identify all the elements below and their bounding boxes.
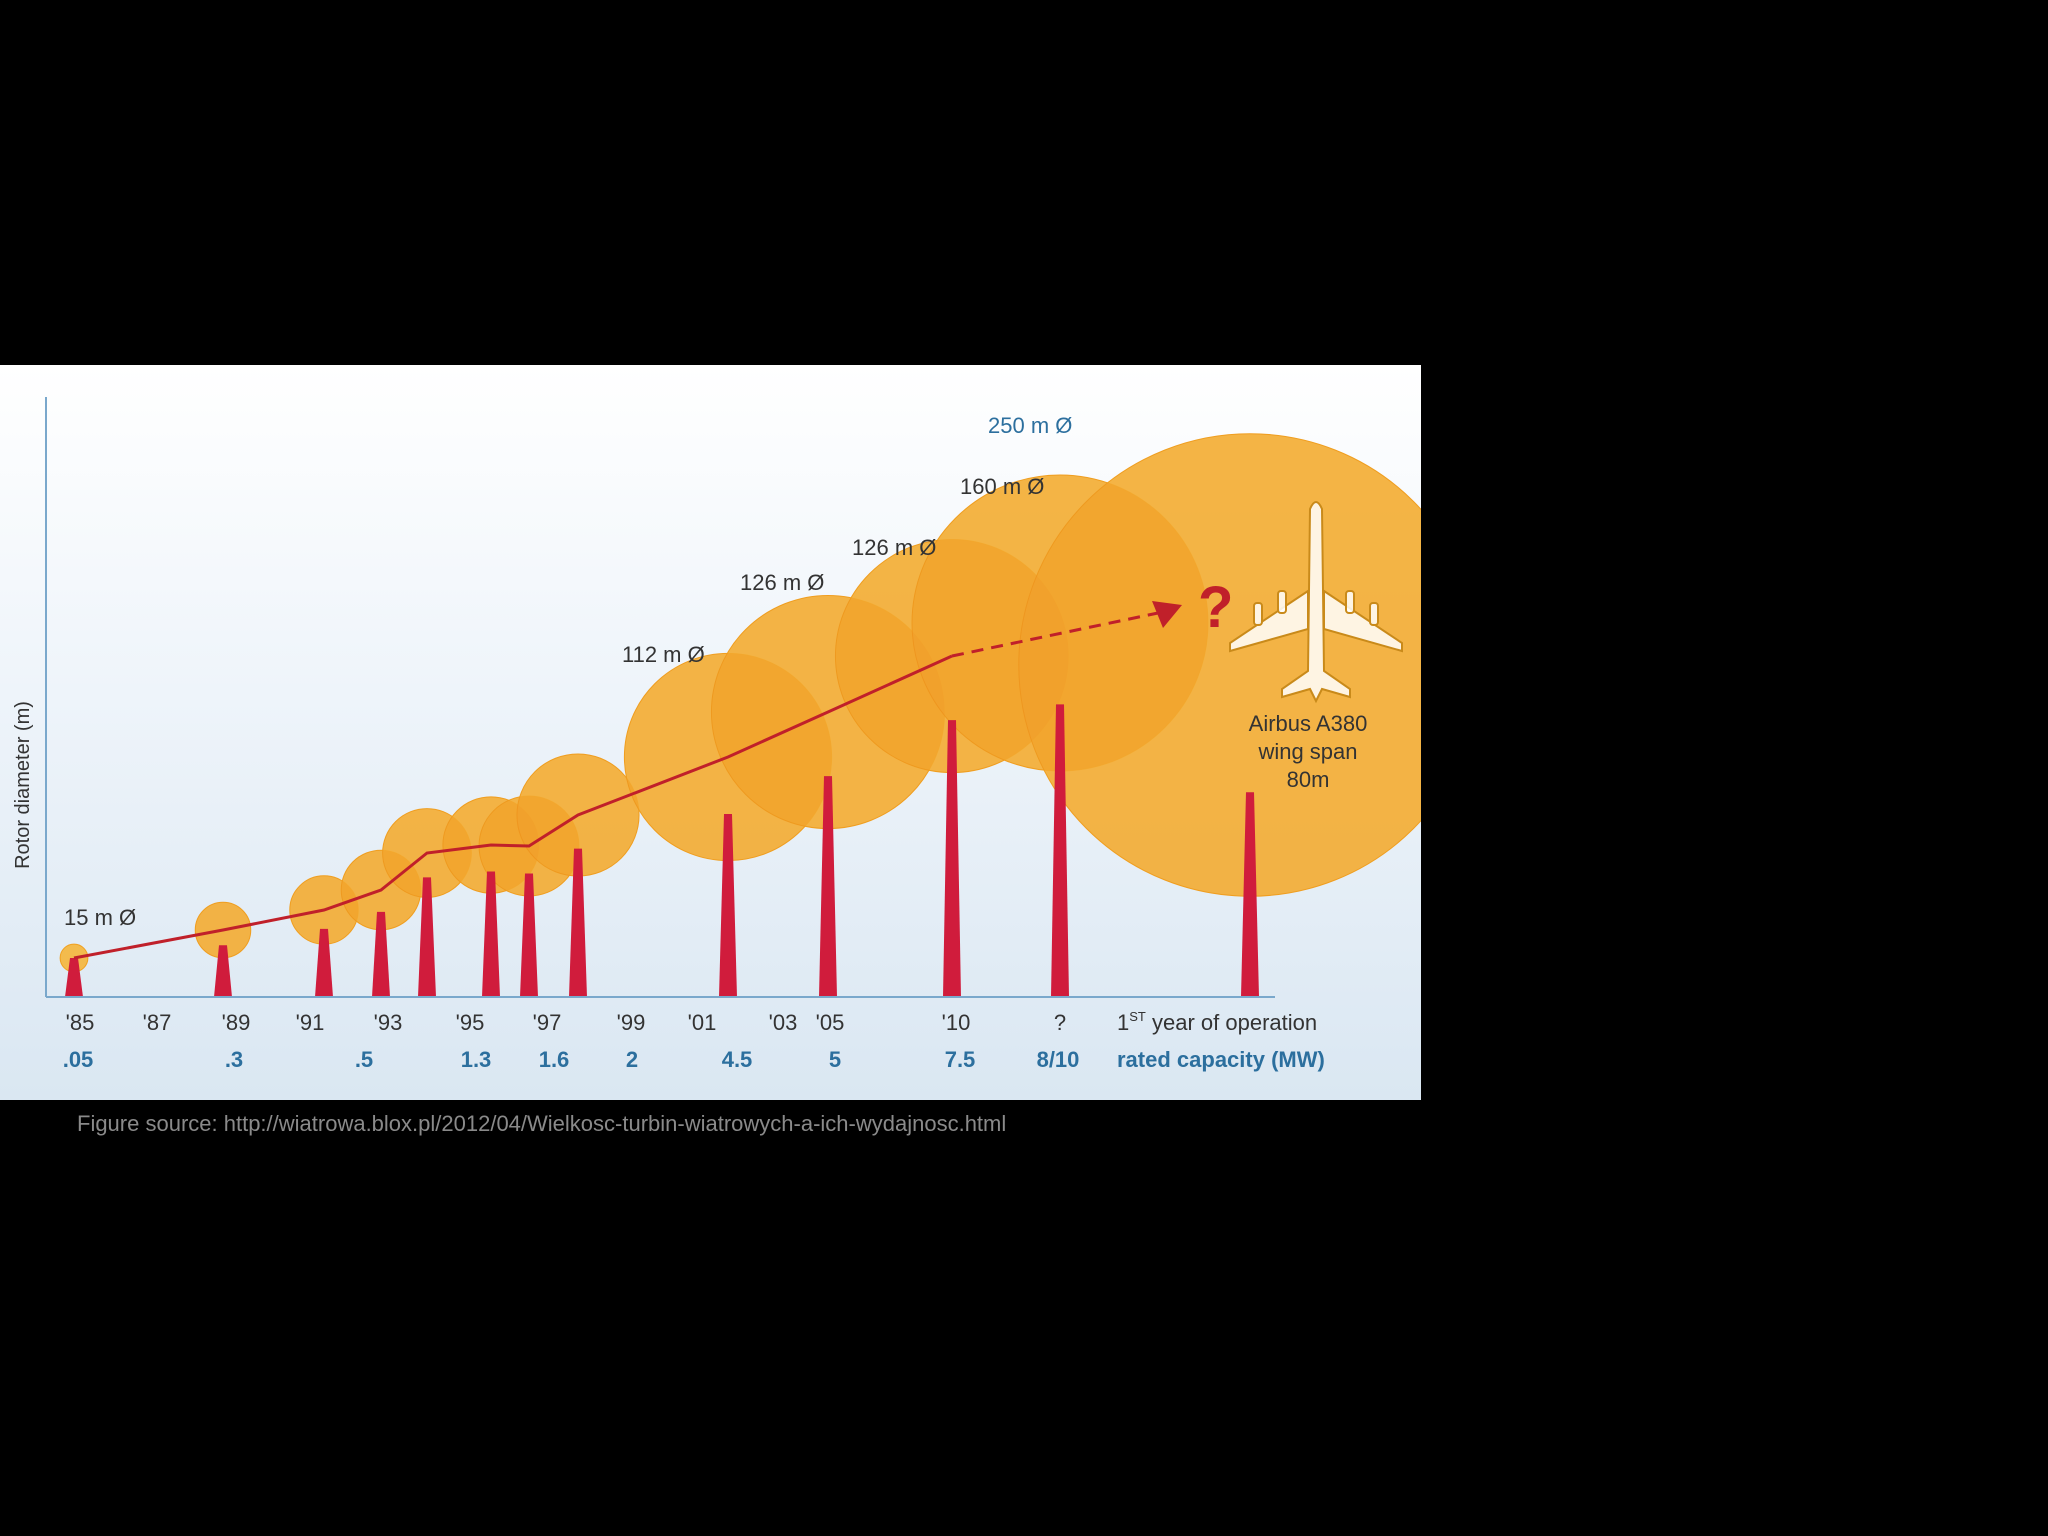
capacity-tick-label: 4.5 <box>722 1047 753 1072</box>
year-tick-label: '99 <box>617 1010 646 1035</box>
year-tick-label: '89 <box>222 1010 251 1035</box>
airplane-engine <box>1253 602 1263 626</box>
year-axis-caption: 1ST year of operation <box>1117 1009 1317 1035</box>
trend-line: ? <box>73 575 1233 960</box>
turbine-tower <box>65 958 83 997</box>
airplane-engine <box>1369 602 1379 626</box>
year-tick-label: '97 <box>533 1010 562 1035</box>
year-tick-label: '87 <box>143 1010 172 1035</box>
turbine-tower <box>214 945 232 997</box>
diameter-labels: 15 m Ø 112 m Ø 126 m Ø 126 m Ø 160 m Ø 250 m … <box>64 413 1072 930</box>
year-tick-label: '91 <box>296 1010 325 1035</box>
diameter-label: 250 m Ø <box>988 413 1072 438</box>
airplane-engine <box>1277 590 1287 614</box>
diameter-label: 160 m Ø <box>960 474 1044 499</box>
axes: Rotor diameter (m) '85 '87 '89 '91 '93 '95 '97 '… <box>12 397 1325 1072</box>
capacity-tick-label: .05 <box>63 1047 94 1072</box>
turbine-tower <box>719 813 737 997</box>
capacity-tick-label: 8/10 <box>1037 1047 1080 1072</box>
turbine-tower <box>520 873 538 997</box>
diameter-label: 15 m Ø <box>64 905 136 930</box>
airplane-icon <box>1229 501 1403 704</box>
turbine-tower <box>1241 792 1259 997</box>
comparison-label-line: Airbus A380 <box>1249 711 1368 736</box>
turbine-tower <box>482 871 500 997</box>
turbine-towers <box>65 704 1259 997</box>
year-tick-label: ? <box>1054 1010 1066 1035</box>
year-tick-label: '93 <box>374 1010 403 1035</box>
capacity-tick-label: .5 <box>355 1047 373 1072</box>
airplane-icon <box>1229 501 1403 704</box>
figure-source-caption: Figure source: http://wiatrowa.blox.pl/2… <box>77 1111 1007 1136</box>
turbine-tower <box>1051 704 1069 997</box>
comparison-label: Airbus A380 wing span 80m <box>1249 711 1368 792</box>
diameter-label: 126 m Ø <box>852 535 936 560</box>
turbine-tower <box>418 877 436 997</box>
capacity-tick-label: 1.6 <box>539 1047 570 1072</box>
capacity-tick-label: 7.5 <box>945 1047 976 1072</box>
year-tick-label: '03 <box>769 1010 798 1035</box>
turbine-tower <box>943 720 961 997</box>
turbine-tower <box>569 848 587 997</box>
airplane-engine <box>1345 590 1355 614</box>
turbine-tower <box>372 911 390 997</box>
year-tick-label: '10 <box>942 1010 971 1035</box>
capacity-tick-label: .3 <box>225 1047 243 1072</box>
projection-arrowhead <box>1152 601 1182 628</box>
diameter-label: 126 m Ø <box>740 570 824 595</box>
capacity-tick-label: 5 <box>829 1047 841 1072</box>
rotor-bubbles <box>59 433 1421 973</box>
year-tick-label: '95 <box>456 1010 485 1035</box>
year-tick-label: '01 <box>688 1010 717 1035</box>
trend-line-solid <box>73 654 953 960</box>
capacity-tick-label: 2 <box>626 1047 638 1072</box>
capacity-axis-caption: rated capacity (MW) <box>1117 1047 1325 1072</box>
turbine-tower <box>819 776 837 997</box>
airplane-fuselage <box>1281 501 1351 704</box>
projection-question-mark: ? <box>1198 575 1233 640</box>
diameter-label: 112 m Ø <box>622 642 705 667</box>
comparison-label-line: 80m <box>1287 767 1330 792</box>
y-axis-label: Rotor diameter (m) <box>12 701 34 869</box>
turbine-tower <box>315 928 333 997</box>
year-tick-label: '85 <box>66 1010 95 1035</box>
trend-line-projection <box>951 611 1159 658</box>
rotor-bubble-overlap <box>912 475 1208 771</box>
wind-turbine-growth-chart: ? 15 m Ø 112 m Ø 126 m Ø 126 m Ø 160 m Ø 250 … <box>12 397 1421 1072</box>
comparison-label-line: wing span <box>1257 739 1357 764</box>
capacity-tick-label: 1.3 <box>461 1047 492 1072</box>
year-tick-label: '05 <box>816 1010 845 1035</box>
chart-panel: ? 15 m Ø 112 m Ø 126 m Ø 126 m Ø 160 m Ø 250 … <box>0 365 1421 1100</box>
